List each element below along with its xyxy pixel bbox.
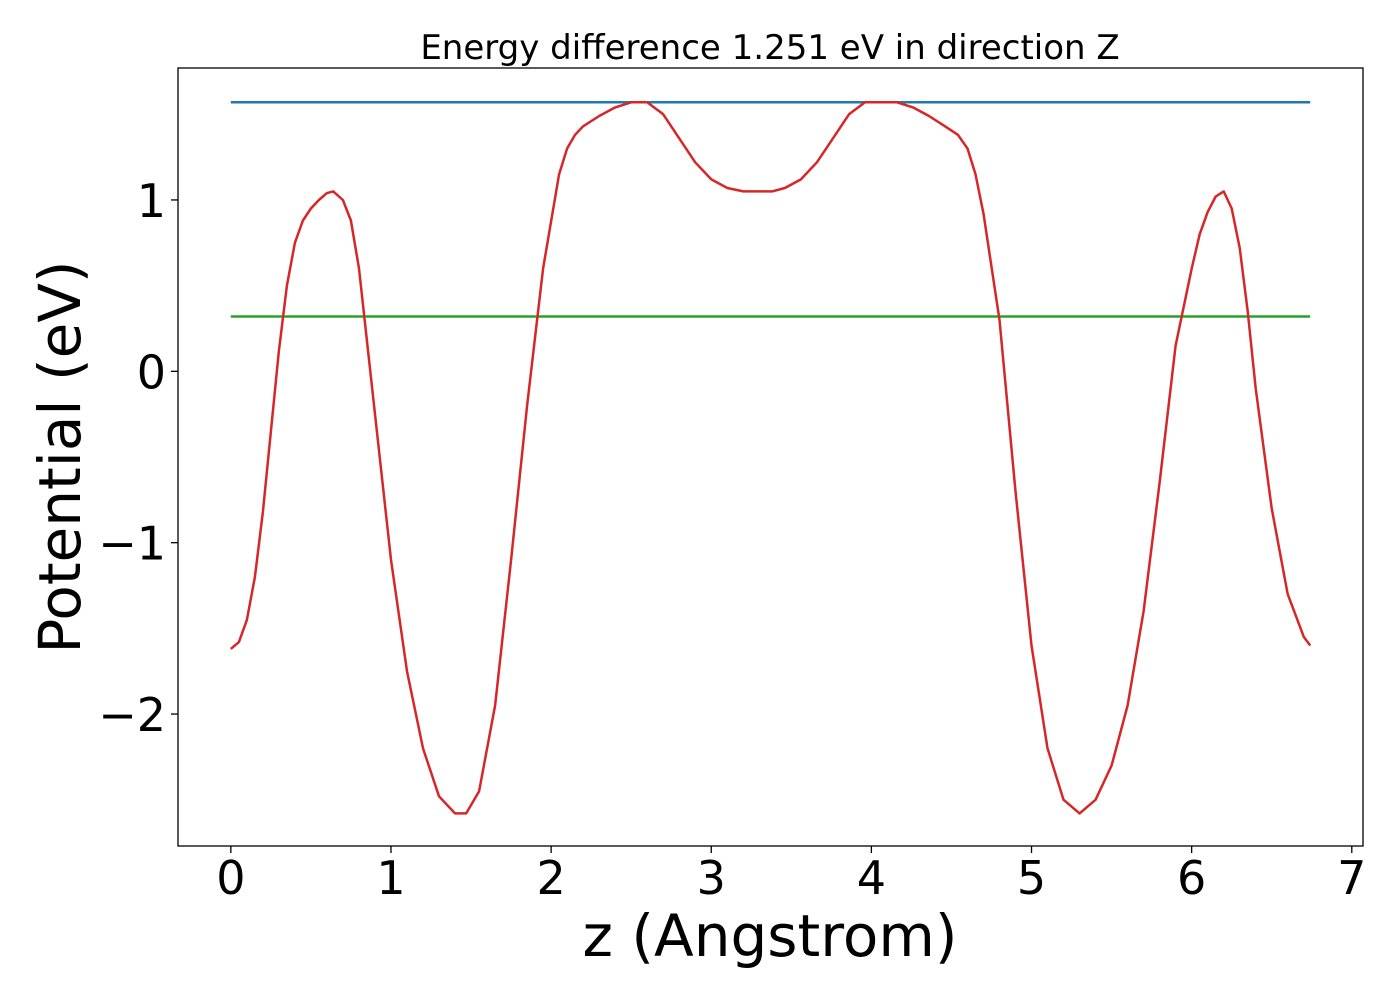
plot-frame: [177, 67, 1364, 847]
x-tick-label: 5: [1017, 851, 1046, 905]
y-tick-label: 1: [137, 174, 166, 228]
x-axis-label: z (Angstrom): [583, 902, 958, 970]
y-axis: 1 0 −1 −2: [98, 174, 178, 742]
plot-area: [229, 101, 1312, 815]
y-axis-label: Potential (eV): [26, 260, 94, 653]
x-tick-label: 4: [857, 851, 886, 905]
x-tick-label: 1: [376, 851, 405, 905]
x-tick-label: 7: [1337, 851, 1366, 905]
x-tick-label: 6: [1177, 851, 1206, 905]
series-line-3: [229, 101, 1312, 815]
x-tick-label: 2: [536, 851, 565, 905]
x-axis: 0 1 2 3 4 5 6 7: [216, 846, 1366, 905]
x-tick-label: 0: [216, 851, 245, 905]
chart-title: Energy difference 1.251 eV in direction …: [420, 28, 1119, 68]
y-tick-label: −2: [98, 688, 166, 742]
y-tick-label: 0: [137, 345, 166, 399]
y-tick-label: −1: [98, 517, 166, 571]
x-tick-label: 3: [697, 851, 726, 905]
